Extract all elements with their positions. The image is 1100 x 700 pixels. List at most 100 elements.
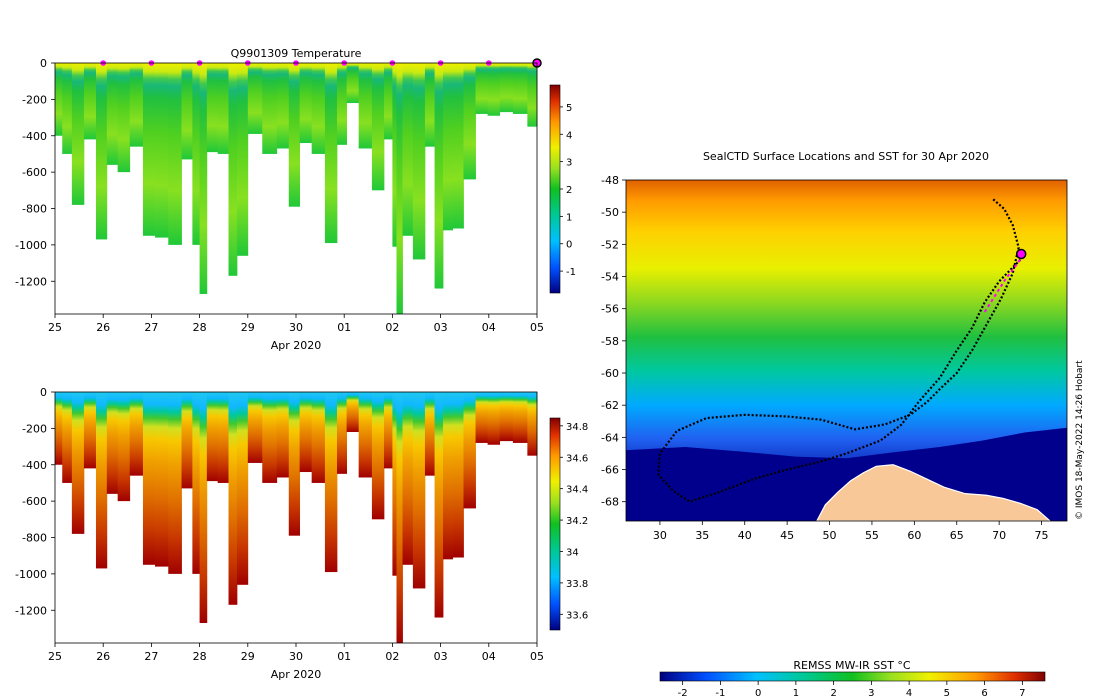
cast-column [71,392,85,534]
x-tick-label: 02 [385,321,399,334]
x-tick-label: 26 [96,650,110,663]
y-tick-label: -56 [601,303,619,316]
cast-column [527,392,538,456]
sst-map-title: SealCTD Surface Locations and SST for 30… [703,150,989,163]
cast-column [206,392,219,482]
salinity-colorbar-ticks: 34.8 34.6 34.4 34.2 34 33.8 33.6 [560,422,588,621]
y-tick-label: -64 [601,431,619,444]
cast-column [129,392,144,476]
colorbar-tick-label: 33.6 [566,610,588,621]
cast-column [288,63,301,207]
cast-column [346,392,360,433]
sst-colorbar [659,671,1046,682]
cast-column [117,392,131,502]
cast-column [192,63,200,245]
x-tick-label: 75 [1035,529,1049,542]
cast-column [206,63,219,153]
y-tick-label: -800 [22,532,47,545]
cast-column [199,392,208,623]
x-tick-label: 29 [241,321,255,334]
cast-column [412,392,426,589]
cast-column [217,63,229,154]
temperature-colorbar-ticks: 5 4 3 2 1 0 -1 [560,103,576,278]
x-tick-label: 29 [241,650,255,663]
credit-text: © IMOS 18-May-2022 14:26 Hobart [1075,360,1085,520]
sst-map-y-ticks: -48 -50 -52 -54 -56 -58 -60 -62 -64 -66 -68 [601,174,626,509]
cast-column [217,392,229,483]
cast-column [276,392,290,478]
cast-column [443,392,454,560]
y-tick-label: -58 [601,335,619,348]
cast-column [383,392,393,469]
cast-column [199,63,208,294]
cast-column [106,392,119,494]
recent-track [983,255,1024,313]
x-tick-label: 04 [482,321,496,334]
cast-column [487,63,501,116]
x-tick-label: 02 [385,650,399,663]
y-tick-label: -600 [22,495,47,508]
x-tick-label: 45 [780,529,794,542]
salinity-x-label: Apr 2020 [271,668,322,681]
colorbar-tick-label: 34 [566,547,579,558]
temperature-casts [55,63,538,314]
colorbar-tick-label: 34.6 [566,453,588,464]
salinity-y-ticks: 0 -200 -400 -600 -800 -1000 -1200 [15,386,55,617]
cast-column [434,63,444,289]
cast-column [311,63,326,154]
cast-column [276,63,290,149]
x-tick-label: 05 [530,650,544,663]
x-tick-label: 27 [144,650,158,663]
cast-column [236,63,249,256]
sst-colorbar-ticks: -2 -1 0 1 2 3 4 5 6 7 [678,681,1026,699]
y-tick-label: -400 [22,130,47,143]
sst-map-frame [625,179,1068,522]
temperature-y-ticks: 0 -200 -400 -600 -800 -1000 -1200 [15,57,55,288]
seal-track [657,198,1022,503]
cast-column [324,63,338,244]
colorbar-tick-label: 0 [755,688,761,699]
y-tick-label: -200 [22,93,47,106]
cast-column [62,392,73,483]
x-tick-label: 27 [144,321,158,334]
temperature-x-label: Apr 2020 [271,339,322,352]
x-tick-label: 01 [337,321,351,334]
y-tick-label: -200 [22,422,47,435]
cast-column [434,392,444,618]
cast-column [371,63,385,191]
y-tick-label: -54 [601,271,619,284]
x-tick-label: 03 [434,321,448,334]
colorbar-tick-label: 34.2 [566,516,588,527]
cast-column [106,63,119,165]
colorbar-tick-label: 4 [566,130,572,141]
colorbar-tick-label: 1 [793,688,799,699]
colorbar-tick-label: -1 [566,267,576,278]
colorbar-tick-label: 5 [944,688,950,699]
cast-column [396,63,403,314]
temperature-colorbar [549,84,561,294]
x-tick-label: 70 [992,529,1006,542]
colorbar-tick-label: 33.8 [566,579,588,590]
temperature-x-ticks: 25 26 27 28 29 30 01 02 03 04 05 [48,314,544,334]
x-tick-label: 25 [48,650,62,663]
y-tick-label: -600 [22,166,47,179]
x-tick-label: 25 [48,321,62,334]
x-tick-label: 65 [950,529,964,542]
cast-column [62,63,73,154]
cast-column [402,392,414,565]
cast-column [463,392,476,509]
cast-column [299,392,313,473]
temperature-title: Q9901309 Temperature [231,47,362,60]
cast-column [83,63,97,140]
cast-column [487,392,501,445]
y-tick-label: -68 [601,496,619,509]
y-tick-label: -1200 [15,275,47,288]
colorbar-tick-label: -1 [715,688,725,699]
cast-column [311,392,326,483]
sst-map-x-ticks: 30 35 40 45 50 55 60 65 70 75 [653,521,1049,542]
cast-column [95,392,108,569]
x-tick-label: 55 [865,529,879,542]
current-position-marker [1015,248,1027,260]
cast-column [142,392,156,565]
cast-column [83,392,97,469]
